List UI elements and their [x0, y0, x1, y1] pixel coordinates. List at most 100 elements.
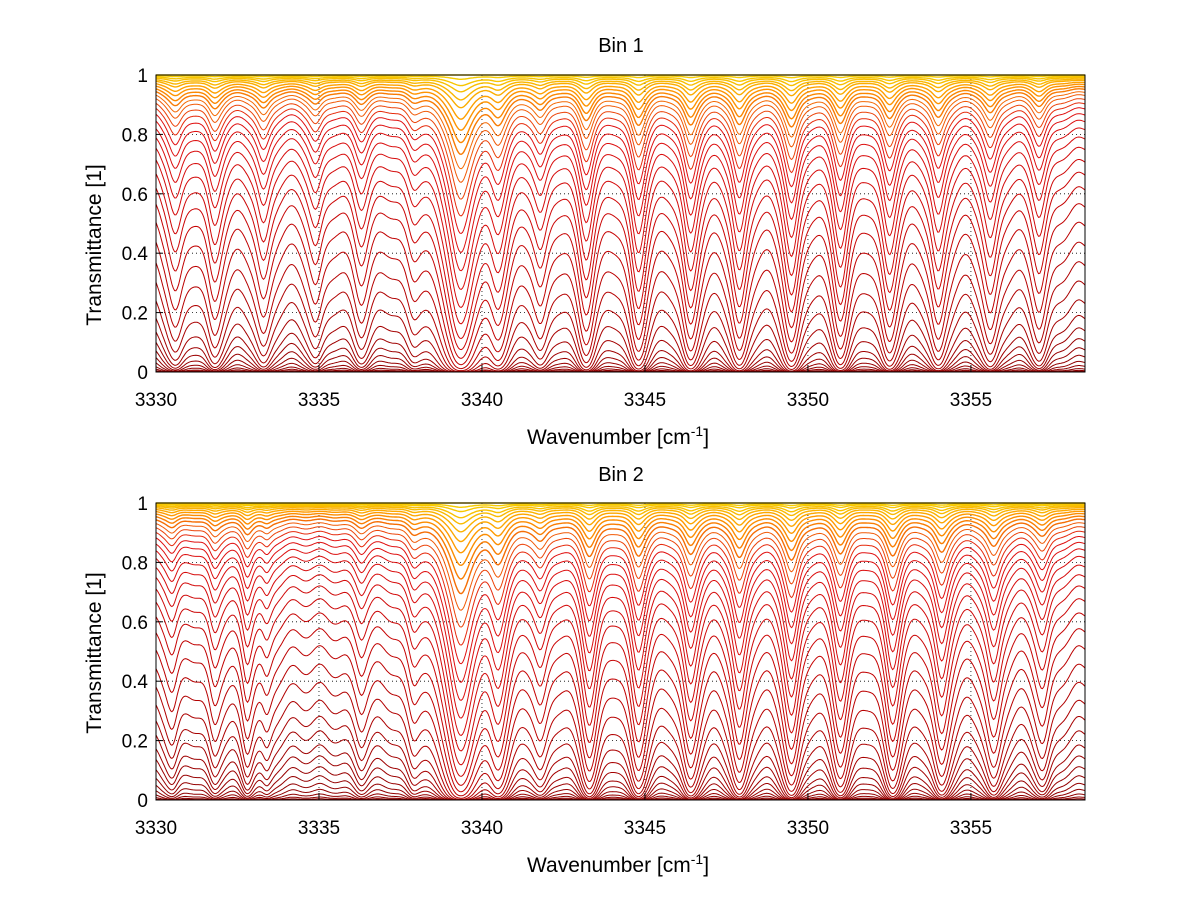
y-tick-label: 0	[137, 363, 148, 384]
x-axis-label-sup: -1	[691, 423, 704, 439]
series-line	[155, 83, 1086, 131]
x-axis-label: Wavenumber [cm-1]	[527, 851, 709, 877]
x-tick-label: 3350	[787, 390, 829, 411]
y-tick-label: 0	[137, 791, 148, 812]
series-line	[155, 85, 1086, 144]
x-tick-label: 3355	[950, 818, 992, 839]
x-tick-label: 3340	[461, 390, 503, 411]
series-line	[155, 314, 1086, 373]
y-tick-label: 0.4	[122, 244, 149, 265]
y-tick-label: 1	[137, 494, 148, 515]
series-line	[155, 628, 1086, 793]
x-axis-label: Wavenumber [cm-1]	[527, 423, 709, 449]
series-line	[155, 506, 1086, 533]
x-tick-label: 3345	[624, 818, 666, 839]
series-line	[155, 146, 1086, 325]
series-line	[155, 88, 1086, 156]
y-tick-label: 0.2	[122, 304, 148, 325]
series-line	[155, 663, 1086, 799]
y-tick-labels: 0 0.2 0.4 0.6 0.8 1	[122, 494, 163, 812]
chart-bin-2: Bin 2 3330 3335 3340 3345 3350 3355 0 0.2 0.4 0.…	[83, 464, 1086, 877]
series-line	[155, 221, 1086, 370]
x-tick-label: 3340	[461, 818, 503, 839]
series-line	[155, 241, 1086, 372]
series-line	[155, 555, 1086, 719]
series-line	[155, 159, 1086, 340]
series-line	[155, 730, 1086, 801]
series-line	[156, 75, 1085, 80]
series-line	[155, 775, 1086, 801]
series-line	[155, 522, 1086, 611]
series-line	[155, 699, 1086, 801]
series-lines	[155, 502, 1086, 801]
series-line	[155, 261, 1086, 372]
series-line	[155, 136, 1086, 308]
series-line	[155, 186, 1086, 359]
series-line	[155, 645, 1086, 797]
series-line	[155, 536, 1086, 665]
series-line	[155, 171, 1086, 351]
x-tick-label: 3350	[787, 818, 829, 839]
series-line	[155, 79, 1086, 109]
y-tick-label: 0.8	[122, 553, 148, 574]
series-line	[155, 530, 1086, 646]
series-line	[155, 299, 1086, 373]
series-line	[155, 515, 1086, 580]
series-line	[155, 585, 1086, 766]
series-line	[155, 766, 1086, 801]
x-tick-label: 3330	[135, 818, 177, 839]
series-line	[155, 119, 1086, 272]
series-line	[155, 505, 1085, 525]
series-line	[155, 504, 1085, 519]
series-line	[156, 503, 1085, 513]
series-line	[155, 107, 1086, 235]
series-line	[155, 744, 1086, 801]
x-tick-label: 3335	[298, 390, 340, 411]
series-line	[155, 541, 1086, 683]
x-tick-labels: 3330 3335 3340 3345 3350 3355	[135, 793, 992, 839]
series-line	[155, 574, 1086, 752]
series-line	[155, 203, 1086, 366]
series-line	[155, 510, 1086, 554]
series-line	[155, 127, 1086, 290]
series-line	[155, 548, 1086, 701]
series-line	[155, 508, 1086, 543]
axes-frame	[155, 74, 1086, 373]
y-tick-label: 0.6	[122, 613, 148, 634]
chart-bin-1: Bin 1 3330 3335 3340 3345 3350 3355 0 0.2 0.4 0.…	[83, 35, 1086, 449]
series-line	[155, 612, 1086, 786]
y-tick-label: 0.2	[122, 732, 148, 753]
series-line	[155, 78, 1085, 101]
axes-frame	[155, 502, 1086, 801]
series-line	[155, 598, 1086, 777]
y-axis-label: Transmittance [1]	[83, 572, 106, 733]
y-tick-label: 0.8	[122, 125, 148, 146]
y-tick-label: 1	[137, 66, 148, 87]
x-axis-label-end: ]	[703, 854, 709, 877]
series-lines	[155, 74, 1086, 373]
series-line	[155, 113, 1086, 253]
series-line	[155, 76, 1085, 87]
x-tick-label: 3330	[135, 390, 177, 411]
x-axis-label-sup: -1	[691, 851, 704, 867]
x-axis-label-end: ]	[703, 426, 709, 449]
series-line	[155, 564, 1086, 736]
series-line	[155, 518, 1086, 595]
y-tick-labels: 0 0.2 0.4 0.6 0.8 1	[122, 66, 163, 384]
series-line	[155, 98, 1086, 200]
series-line	[155, 94, 1086, 183]
series-line	[155, 81, 1086, 120]
x-axis-label-text: Wavenumber [cm	[527, 426, 691, 449]
series-line	[155, 715, 1086, 801]
chart-title: Bin 2	[598, 464, 644, 486]
series-line	[155, 347, 1086, 373]
grid	[156, 503, 1085, 800]
series-line	[155, 512, 1086, 567]
x-tick-label: 3335	[298, 818, 340, 839]
y-axis-label: Transmittance [1]	[83, 164, 106, 325]
series-line	[155, 327, 1086, 373]
x-tick-labels: 3330 3335 3340 3345 3350 3355	[135, 365, 992, 411]
series-line	[155, 526, 1086, 628]
series-line	[155, 91, 1086, 170]
